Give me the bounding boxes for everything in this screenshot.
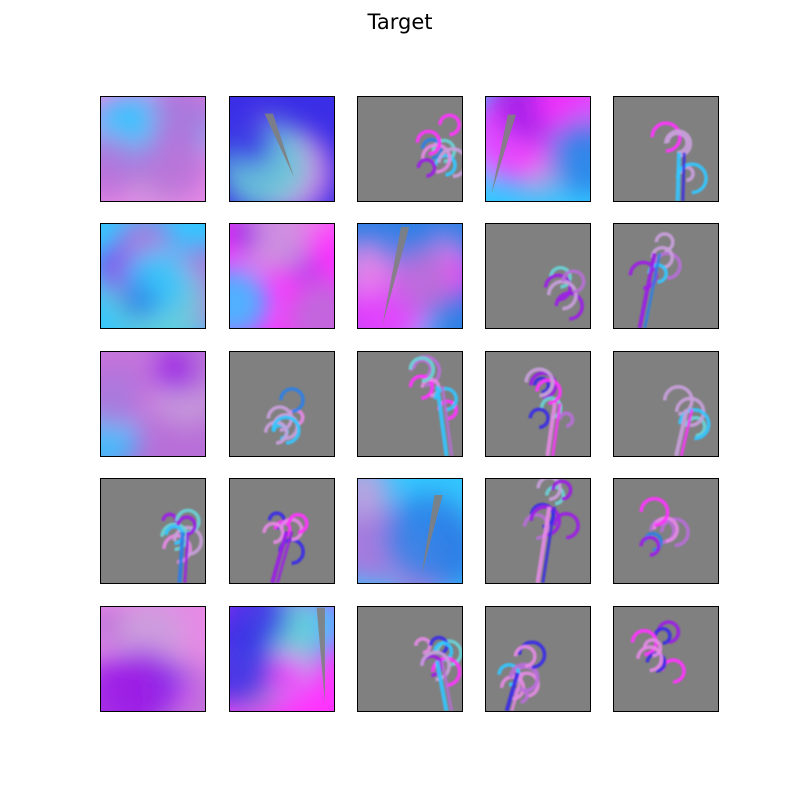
ring-stroke-pattern: [628, 232, 682, 328]
blurred-color-pattern: [230, 607, 334, 711]
ring-stroke-pattern: [262, 511, 309, 583]
ring-stroke-pattern: [639, 496, 690, 557]
grid-tile: [485, 223, 591, 329]
grid-tile: [100, 351, 206, 457]
grid-tile: [100, 223, 206, 329]
ring-stroke-pattern: [415, 113, 462, 179]
blurred-color-pattern: [230, 97, 334, 201]
grid-tile: [229, 478, 335, 584]
grid-tile: [100, 96, 206, 202]
ring-stroke-pattern: [524, 367, 575, 456]
figure-title: Target: [367, 10, 433, 34]
grid-tile: [229, 96, 335, 202]
grid-tile: [357, 478, 463, 584]
grid-tile: [485, 478, 591, 584]
grid-tile: [357, 223, 463, 329]
grid-tile: [613, 223, 719, 329]
ring-stroke-pattern: [160, 508, 204, 583]
ring-stroke-pattern: [263, 387, 305, 445]
blurred-color-pattern: [230, 224, 334, 328]
ring-stroke-pattern: [414, 635, 462, 711]
blurred-color-pattern: [486, 97, 590, 201]
blurred-color-pattern: [101, 607, 205, 711]
grid-tile: [613, 96, 719, 202]
grid-tile: [229, 223, 335, 329]
ring-stroke-pattern: [497, 640, 547, 711]
ring-stroke-pattern: [662, 385, 711, 456]
blurred-color-pattern: [358, 224, 462, 328]
ring-stroke-pattern: [650, 121, 708, 201]
grid-tile: [613, 351, 719, 457]
grid-tile: [485, 606, 591, 712]
grid-tile: [100, 606, 206, 712]
grid-tile: [357, 96, 463, 202]
grid-tile: [357, 606, 463, 712]
ring-stroke-pattern: [630, 620, 686, 684]
blurred-color-pattern: [358, 479, 462, 583]
blurred-color-pattern: [101, 352, 205, 456]
grid-tile: [485, 351, 591, 457]
grid-tile: [229, 351, 335, 457]
grid-tile: [613, 606, 719, 712]
grid-tile: [613, 478, 719, 584]
ring-stroke-pattern: [522, 479, 580, 583]
grid-tile: [100, 478, 206, 584]
grid-tile: [229, 606, 335, 712]
blurred-color-pattern: [101, 97, 205, 201]
grid-tile: [485, 96, 591, 202]
blurred-color-pattern: [101, 224, 205, 328]
ring-stroke-pattern: [408, 355, 458, 456]
grid-tile: [357, 351, 463, 457]
ring-stroke-pattern: [543, 265, 586, 321]
